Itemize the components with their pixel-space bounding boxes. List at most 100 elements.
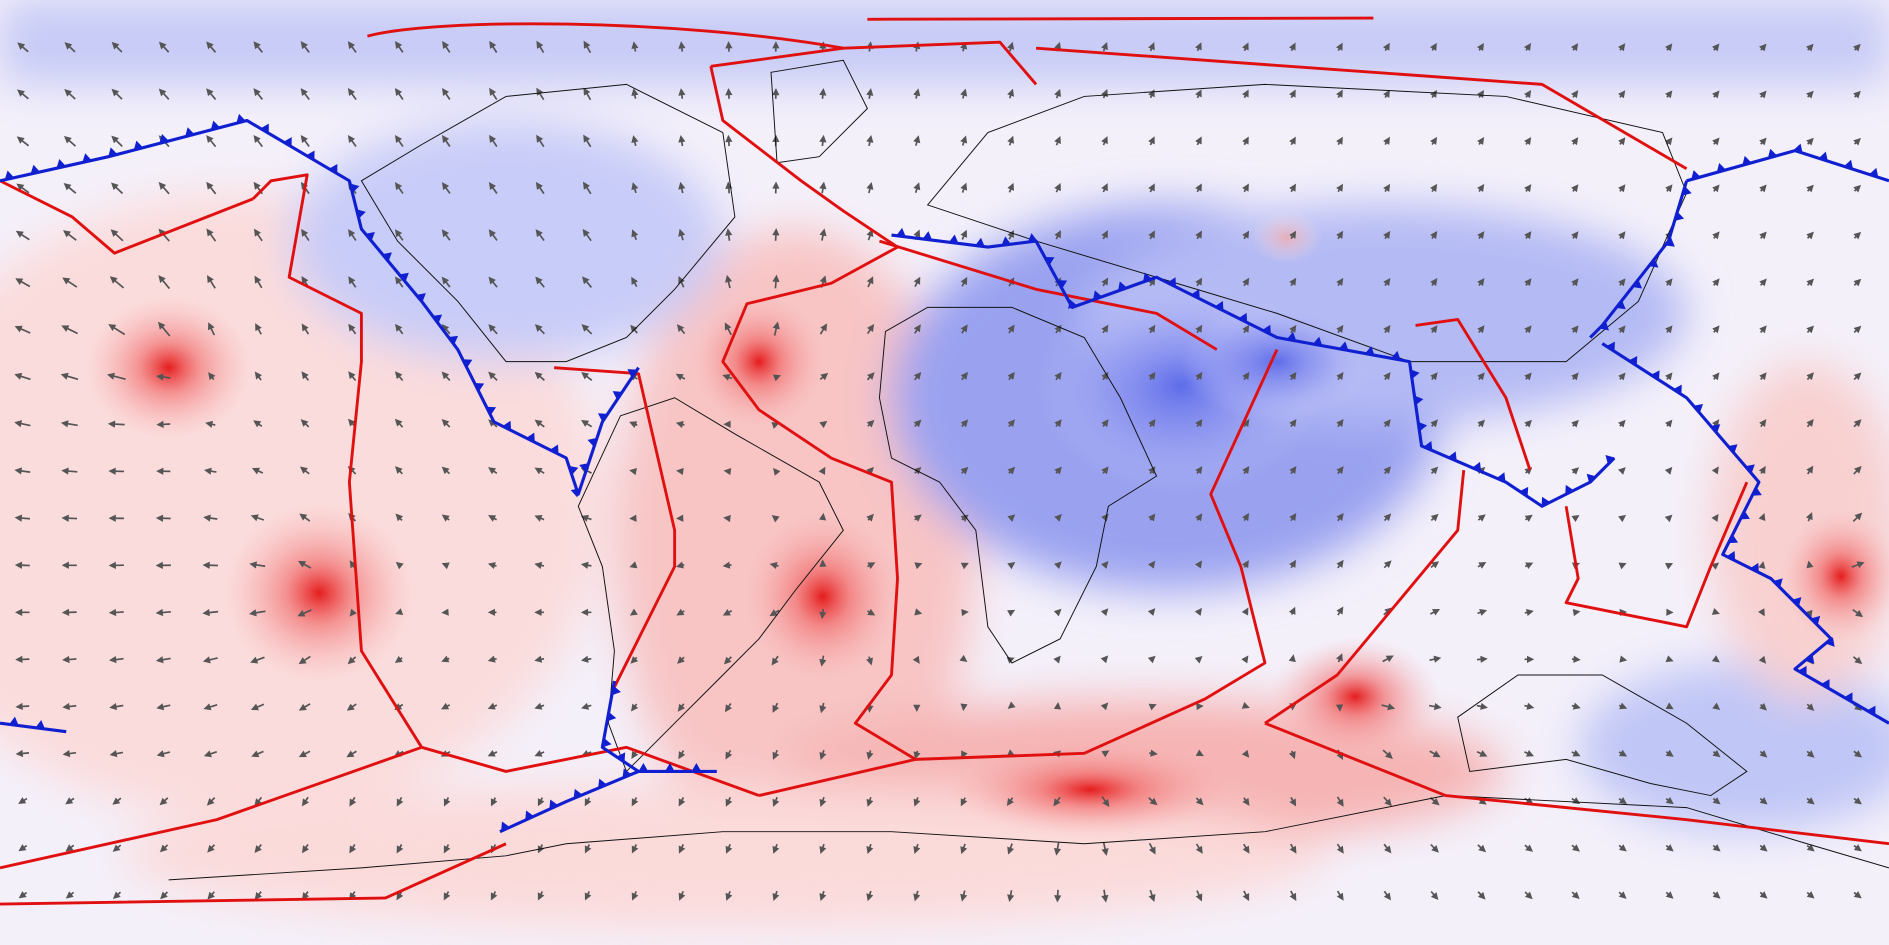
arrow-head [108,467,116,475]
arrow [913,797,921,807]
arrow [866,890,874,902]
arrow-head [534,702,543,710]
arrow [1148,513,1156,522]
arrow-head [1806,844,1815,852]
arrow-head [1853,43,1861,52]
arrow [442,40,451,53]
trench-tooth [1027,233,1038,243]
arrow-head [1433,655,1442,663]
arrow [1524,43,1532,52]
arrow [1806,844,1815,852]
arrow [299,466,310,475]
arrow-head [1195,183,1202,192]
arrow-head [1195,893,1203,902]
arrow-head [1053,847,1062,856]
arrow-head [1759,750,1768,758]
arrow [631,88,639,99]
arrow-head [441,276,450,285]
arrow [676,324,686,335]
arrow [724,702,732,713]
arrow-head [300,88,308,97]
arrow-head [534,467,543,475]
arrow [1101,42,1108,52]
arrow-head [1571,891,1580,900]
arrow [112,844,122,852]
arrow [1430,278,1438,287]
arrow [253,228,263,242]
arrow-head [1665,702,1674,710]
arrow [249,609,266,617]
coastline [770,59,868,164]
arrow-head [1618,514,1627,523]
trench-tooth [579,463,589,473]
arrow [1053,796,1061,807]
arrow [913,704,921,712]
arrow-head [1665,891,1674,899]
arrow-head [441,182,450,191]
arrow-head [396,798,404,807]
arrow-head [677,703,686,712]
arrow-head [394,229,403,238]
arrow [534,608,544,616]
arrow [1618,844,1627,852]
arrow [629,468,637,476]
arrow-head [14,467,23,475]
arrow-head [1289,371,1297,380]
arrow [819,88,827,99]
arrow-head [207,891,215,900]
trench-tooth [236,113,246,124]
arrow [819,796,827,807]
arrow-head [1148,513,1156,522]
arrow-head [1618,562,1627,570]
arrow [1289,843,1297,854]
arrow-head [107,420,116,428]
arrow [110,229,124,242]
trench-tooth [1869,167,1879,178]
arrow-head [395,608,404,616]
arrow-head [960,182,968,191]
arrow-head [1430,42,1437,51]
arrow [772,749,780,760]
arrow-head [960,466,969,475]
arrow-head [249,561,258,569]
arrow-head [1853,419,1862,427]
arrow [297,609,312,617]
arrow-head [960,371,969,380]
arrow-head [1479,750,1488,757]
arrow-head [1432,750,1441,758]
arrow-head [14,372,23,380]
arrow-head [1571,372,1579,381]
arrow [583,87,592,101]
arrow [1289,465,1297,475]
trench-tooth [185,127,195,137]
arrow [1289,42,1296,52]
arrow-head [866,798,874,807]
arrow-head [1289,183,1296,192]
arrow [913,419,922,428]
arrow-head [1759,137,1767,146]
arrow [1852,512,1863,523]
arrow-head [819,420,828,429]
arrow-head [1242,230,1250,239]
arrow [1289,136,1296,146]
arrow-head [725,87,733,96]
arrow [111,135,123,147]
arrow-head [866,419,875,428]
arrow-head [348,371,356,380]
arrow [1195,513,1203,522]
arrow [108,467,125,475]
arrow-head [1007,41,1015,50]
arrow [1241,607,1249,616]
arrow-head [1711,608,1720,615]
arrow-head [1664,514,1673,523]
arrow [534,467,545,475]
arrow [62,749,77,758]
arrow-head [394,41,403,50]
arrow [866,419,875,428]
arrow [1101,371,1109,381]
arrow [202,561,218,569]
arrow-head [1430,278,1438,287]
arrow [1289,418,1297,428]
arrow-head [1618,419,1626,428]
trench-tooth [133,140,144,151]
